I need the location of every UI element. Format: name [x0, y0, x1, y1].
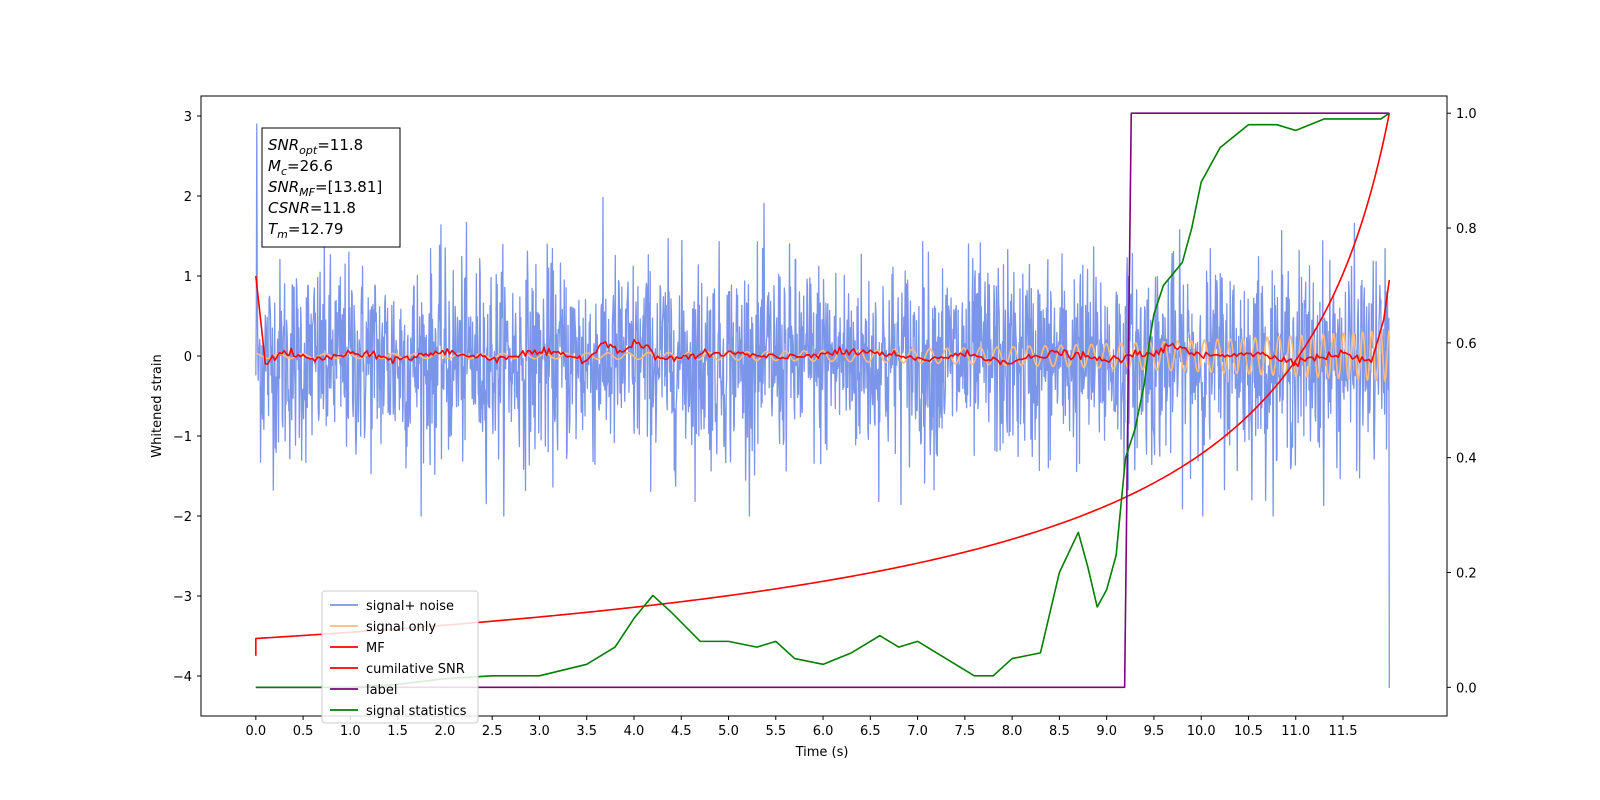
x-tick-label: 11.0: [1281, 724, 1310, 739]
annotation-line: Tm=12.79: [268, 220, 343, 241]
x-tick-label: 5.5: [765, 724, 786, 739]
x-tick-label: 2.0: [435, 724, 456, 739]
x-tick-label: 5.0: [718, 724, 739, 739]
y2-tick-label: 0.6: [1456, 337, 1477, 352]
y-tick-label: −3: [173, 590, 192, 605]
plot-frame: [200, 95, 1448, 717]
x-tick-label: 3.5: [576, 724, 597, 739]
x-tick-label: 3.0: [529, 724, 550, 739]
x-tick-label: 0.5: [293, 724, 314, 739]
x-tick-label: 10.0: [1187, 724, 1216, 739]
x-tick-label: 2.5: [482, 724, 503, 739]
x-tick-label: 4.5: [671, 724, 692, 739]
x-tick-label: 7.0: [907, 724, 928, 739]
legend-label: signal statistics: [366, 704, 467, 719]
annotation-line: SNRopt=11.8: [268, 136, 363, 157]
legend-label: MF: [366, 641, 385, 656]
x-tick-label: 9.5: [1144, 724, 1165, 739]
y2-tick-label: 0.2: [1456, 566, 1477, 581]
legend-label: signal+ noise: [366, 599, 454, 614]
y-tick-label: −2: [173, 510, 192, 525]
y-tick-label: −1: [173, 430, 192, 445]
annotation-line: SNRMF=[13.81]: [268, 178, 382, 199]
x-axis-ticks: 0.0 0.5 1.0 1.5 2.0 2.5 3.0 3.5 4.0 4.5 5.0 5.5 6.0 6…: [245, 716, 1357, 739]
legend: signal+ noise signal only MF cumilative SNR…: [321, 590, 479, 724]
x-tick-label: 9.0: [1096, 724, 1117, 739]
x-axis-label: Time (s): [795, 745, 849, 760]
x-tick-label: 6.5: [860, 724, 881, 739]
y-tick-label: 0: [184, 350, 192, 365]
annotation-line: CSNR=11.8: [268, 199, 356, 217]
x-tick-label: 8.5: [1049, 724, 1070, 739]
x-tick-label: 7.5: [955, 724, 976, 739]
legend-label: label: [366, 683, 397, 698]
x-tick-label: 0.0: [245, 724, 266, 739]
series-line-2: [255, 275, 1391, 368]
x-tick-label: 1.5: [387, 724, 408, 739]
y2-tick-label: 0.8: [1456, 222, 1477, 237]
legend-frame: [321, 590, 479, 724]
x-tick-label: 10.5: [1234, 724, 1263, 739]
series-line-0: [255, 123, 1390, 689]
series-line-4: [255, 112, 1390, 689]
y-axis-label: Whitened strain: [150, 354, 165, 457]
legend-label: cumilative SNR: [366, 662, 465, 677]
y-axis-ticks: 3 2 1 0 −1 −2 −3 −4: [173, 110, 201, 685]
y2-tick-label: 0.4: [1456, 452, 1477, 467]
annotation-frame: [261, 127, 401, 248]
y-tick-label: 2: [184, 190, 192, 205]
y-tick-label: 1: [184, 270, 192, 285]
series-line-5: [255, 112, 1390, 689]
annotation-line: Mc=26.6: [268, 157, 333, 178]
x-tick-label: 4.0: [624, 724, 645, 739]
x-tick-label: 8.0: [1002, 724, 1023, 739]
x-tick-label: 1.0: [340, 724, 361, 739]
annotation-box: SNRopt=11.8Mc=26.6SNRMF=[13.81]CSNR=11.8…: [261, 127, 401, 248]
y-tick-label: −4: [173, 670, 192, 685]
y-tick-label: 3: [184, 110, 192, 125]
series-line-1: [255, 330, 1390, 383]
y2-tick-label: 1.0: [1456, 107, 1477, 122]
y2-tick-label: 0.0: [1456, 681, 1477, 696]
y2-axis-ticks: 1.0 0.8 0.6 0.4 0.2 0.0: [1447, 107, 1477, 696]
x-tick-label: 6.0: [813, 724, 834, 739]
x-tick-label: 11.5: [1329, 724, 1358, 739]
legend-label: signal only: [366, 620, 436, 635]
